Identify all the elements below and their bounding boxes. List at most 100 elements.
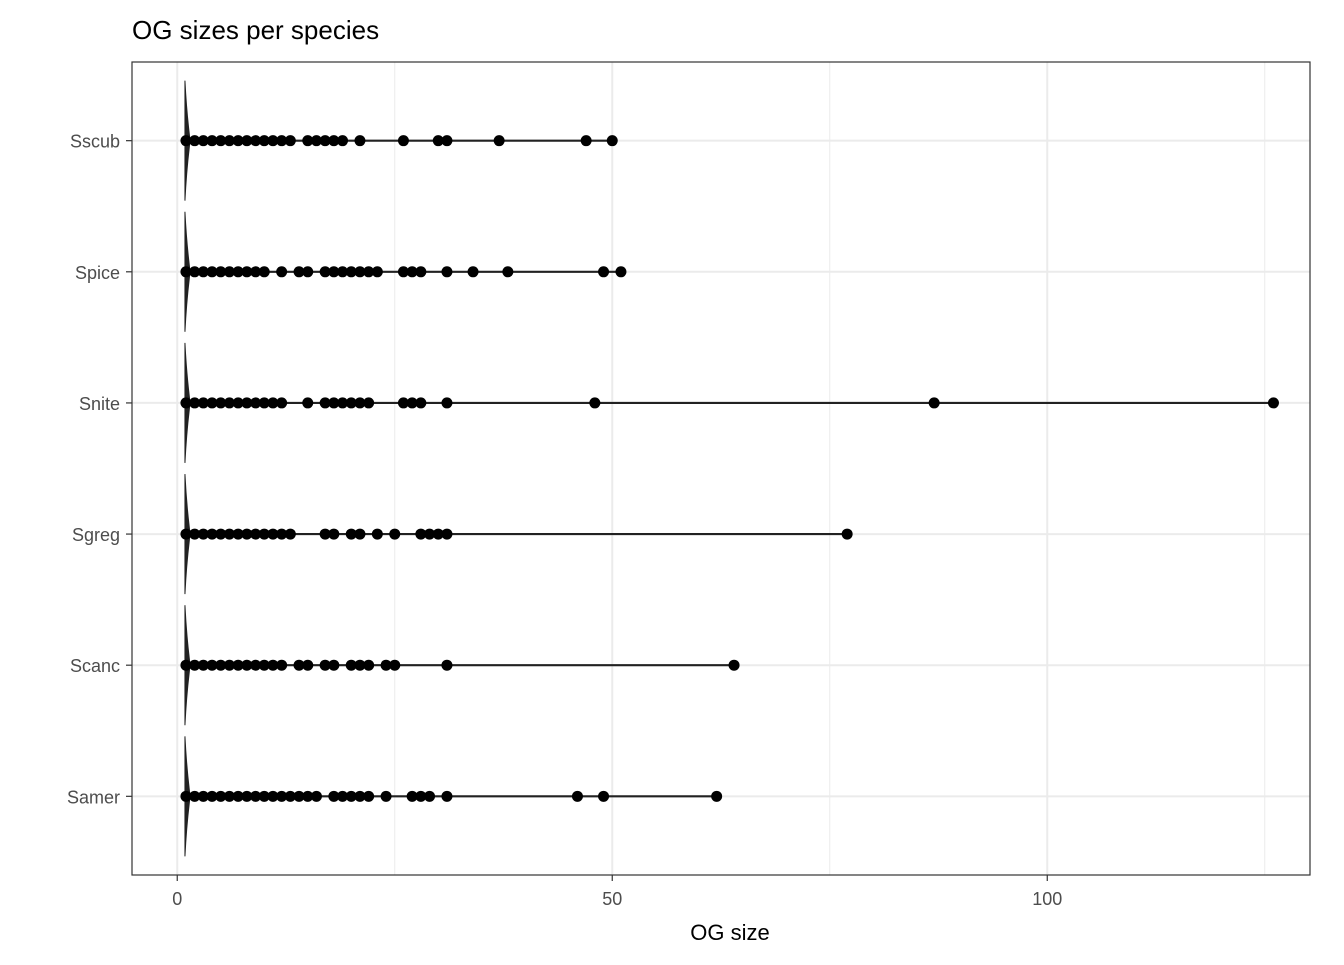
data-point-Sgreg [319, 528, 331, 540]
data-point-Spice [467, 266, 479, 278]
data-point-Sscub [284, 135, 296, 147]
data-point-Sscub [397, 135, 409, 147]
data-point-Sgreg [328, 528, 340, 540]
data-point-Samer [276, 790, 288, 802]
data-point-Spice [232, 266, 244, 278]
data-point-Sscub [267, 135, 279, 147]
data-point-Spice [337, 266, 349, 278]
data-point-Snite [302, 397, 314, 409]
data-point-Spice [206, 266, 218, 278]
data-point-Scanc [223, 659, 235, 671]
data-point-Sscub [337, 135, 349, 147]
data-point-Scanc [250, 659, 262, 671]
data-point-Spice [397, 266, 409, 278]
data-point-Snite [589, 397, 601, 409]
data-point-Spice [441, 266, 453, 278]
data-point-Sgreg [232, 528, 244, 540]
data-point-Sscub [180, 135, 192, 147]
data-point-Sgreg [276, 528, 288, 540]
data-point-Sgreg [223, 528, 235, 540]
data-point-Sgreg [389, 528, 401, 540]
data-point-Samer [250, 790, 262, 802]
data-point-Sgreg [197, 528, 209, 540]
data-point-Sscub [223, 135, 235, 147]
data-point-Sgreg [371, 528, 383, 540]
data-point-Sscub [319, 135, 331, 147]
data-point-Snite [397, 397, 409, 409]
data-point-Spice [415, 266, 427, 278]
data-point-Spice [345, 266, 357, 278]
data-point-Samer [267, 790, 279, 802]
x-tick-label: 0 [172, 889, 182, 909]
data-point-Sgreg [180, 528, 192, 540]
data-point-Sgreg [250, 528, 262, 540]
data-point-Sscub [310, 135, 322, 147]
data-point-Snite [328, 397, 340, 409]
data-point-Sscub [206, 135, 218, 147]
data-point-Samer [424, 790, 436, 802]
data-point-Sscub [276, 135, 288, 147]
data-point-Samer [415, 790, 427, 802]
data-point-Snite [1267, 397, 1279, 409]
data-point-Scanc [232, 659, 244, 671]
data-point-Snite [441, 397, 453, 409]
data-point-Snite [180, 397, 192, 409]
data-point-Samer [406, 790, 418, 802]
data-point-Scanc [728, 659, 740, 671]
data-point-Sgreg [441, 528, 453, 540]
data-point-Samer [197, 790, 209, 802]
data-point-Spice [406, 266, 418, 278]
data-point-Scanc [354, 659, 366, 671]
data-point-Samer [215, 790, 227, 802]
data-point-Spice [276, 266, 288, 278]
data-point-Scanc [180, 659, 192, 671]
data-point-Snite [215, 397, 227, 409]
data-point-Scanc [206, 659, 218, 671]
data-point-Spice [371, 266, 383, 278]
data-point-Sgreg [284, 528, 296, 540]
data-point-Scanc [293, 659, 305, 671]
data-point-Snite [258, 397, 270, 409]
data-point-Sscub [580, 135, 592, 147]
data-point-Scanc [363, 659, 375, 671]
x-axis-label: OG size [690, 920, 769, 945]
data-point-Sgreg [215, 528, 227, 540]
data-point-Spice [354, 266, 366, 278]
data-point-Samer [354, 790, 366, 802]
data-point-Spice [293, 266, 305, 278]
data-point-Scanc [389, 659, 401, 671]
data-point-Spice [189, 266, 201, 278]
data-point-Snite [206, 397, 218, 409]
data-point-Sscub [432, 135, 444, 147]
data-point-Scanc [319, 659, 331, 671]
data-point-Sscub [493, 135, 505, 147]
data-point-Sscub [606, 135, 618, 147]
data-point-Scanc [258, 659, 270, 671]
data-point-Snite [928, 397, 940, 409]
data-point-Snite [363, 397, 375, 409]
y-tick-label: Scanc [70, 656, 120, 676]
data-point-Snite [406, 397, 418, 409]
data-point-Samer [337, 790, 349, 802]
data-point-Sscub [441, 135, 453, 147]
data-point-Snite [415, 397, 427, 409]
data-point-Samer [302, 790, 314, 802]
data-point-Sscub [241, 135, 253, 147]
data-point-Sgreg [424, 528, 436, 540]
data-point-Scanc [345, 659, 357, 671]
y-tick-label: Samer [67, 787, 120, 807]
data-point-Samer [241, 790, 253, 802]
data-point-Snite [223, 397, 235, 409]
data-point-Sgreg [206, 528, 218, 540]
data-point-Snite [319, 397, 331, 409]
data-point-Snite [267, 397, 279, 409]
data-point-Scanc [441, 659, 453, 671]
data-point-Samer [284, 790, 296, 802]
data-point-Spice [197, 266, 209, 278]
data-point-Snite [189, 397, 201, 409]
data-point-Samer [310, 790, 322, 802]
data-point-Samer [189, 790, 201, 802]
y-tick-label: Spice [75, 263, 120, 283]
data-point-Snite [250, 397, 262, 409]
